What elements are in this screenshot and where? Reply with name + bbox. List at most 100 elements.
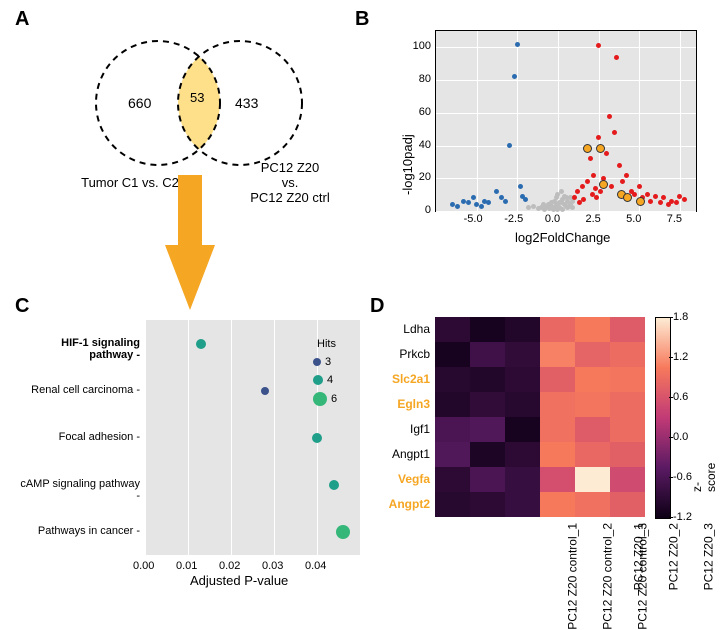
c-xtick: 0.01 <box>176 560 197 572</box>
heatmap-cell <box>575 492 610 517</box>
heatmap-cell <box>575 317 610 342</box>
heatmap <box>435 317 645 517</box>
heatmap-sample-label: PC12 Z20_2 <box>666 523 680 590</box>
colorbar-tick: 1.2 <box>673 351 688 363</box>
volcano-point <box>518 184 523 189</box>
venn-diagram <box>80 35 320 175</box>
heatmap-cell <box>610 467 645 492</box>
volcano-point <box>584 145 591 152</box>
heatmap-cell <box>540 442 575 467</box>
volcano-point <box>466 200 471 205</box>
heatmap-cell <box>505 417 540 442</box>
volcano-point <box>588 156 593 161</box>
volcano-point <box>653 194 658 199</box>
volcano-point <box>624 173 629 178</box>
b-ytick: 40 <box>407 139 431 151</box>
heatmap-cell <box>610 442 645 467</box>
panel-label-b: B <box>355 8 369 31</box>
c-legend-title: Hits <box>317 338 336 350</box>
colorbar-tick: 0.0 <box>673 431 688 443</box>
heatmap-gene-label: Vegfa <box>370 472 430 486</box>
b-xtick: -2.5 <box>504 213 523 225</box>
heatmap-cell <box>505 317 540 342</box>
volcano-point <box>575 189 580 194</box>
volcano-point <box>648 199 653 204</box>
volcano-point <box>515 42 520 47</box>
enrichment-point <box>329 480 339 490</box>
heatmap-cell <box>470 417 505 442</box>
heatmap-cell <box>610 367 645 392</box>
heatmap-cell <box>435 317 470 342</box>
heatmap-cell <box>540 417 575 442</box>
heatmap-gene-label: Ldha <box>370 322 430 336</box>
volcano-point <box>682 197 687 202</box>
heatmap-cell <box>575 417 610 442</box>
heatmap-cell <box>575 367 610 392</box>
b-xtick: -5.0 <box>464 213 483 225</box>
heatmap-gene-label: Slc2a1 <box>370 372 430 386</box>
panel-d: z-score FPKM LdhaPrkcbSlc2a1Egln3Igf1Ang… <box>375 312 720 622</box>
heatmap-cell <box>470 392 505 417</box>
heatmap-cell <box>540 317 575 342</box>
figure: A 660 53 433 Tumor C1 vs. C2 PC12 Z20 vs… <box>0 0 720 625</box>
heatmap-gene-label: Prkcb <box>370 347 430 361</box>
volcano-point <box>486 200 491 205</box>
enrichment-pathway-label: cAMP signaling pathway - <box>15 478 140 502</box>
b-xlabel: log2FoldChange <box>515 230 610 245</box>
b-xtick: 5.0 <box>626 213 641 225</box>
heatmap-cell <box>505 342 540 367</box>
colorbar-tick: -0.6 <box>673 471 692 483</box>
heatmap-cell <box>540 342 575 367</box>
c-xtick: 0.02 <box>219 560 240 572</box>
heatmap-cell <box>470 317 505 342</box>
colorbar-tick: 0.6 <box>673 391 688 403</box>
volcano-point <box>632 192 637 197</box>
heatmap-gene-label: Angpt2 <box>370 497 430 511</box>
enrichment-point <box>261 387 269 395</box>
heatmap-cell <box>610 492 645 517</box>
volcano-point <box>523 197 528 202</box>
venn-right-count: 433 <box>235 95 258 111</box>
heatmap-cell <box>470 492 505 517</box>
arrow-icon <box>165 175 215 315</box>
b-xtick: 7.5 <box>667 213 682 225</box>
volcano-point <box>612 130 617 135</box>
heatmap-cell <box>540 367 575 392</box>
heatmap-cell <box>470 367 505 392</box>
volcano-point <box>604 151 609 156</box>
volcano-point <box>596 135 601 140</box>
colorbar-label: z-score FPKM <box>690 459 720 492</box>
heatmap-cell <box>435 442 470 467</box>
heatmap-cell <box>435 342 470 367</box>
volcano-point <box>598 189 603 194</box>
heatmap-sample-label: PC12 Z20 control_2 <box>600 523 614 630</box>
heatmap-colorbar <box>655 317 671 519</box>
c-xtick: 0.00 <box>133 560 154 572</box>
b-xtick: 0.0 <box>545 213 560 225</box>
c-legend-item: 3 <box>313 356 331 368</box>
volcano-point <box>614 55 619 60</box>
volcano-point <box>570 205 575 210</box>
heatmap-cell <box>435 417 470 442</box>
heatmap-cell <box>505 367 540 392</box>
venn-left-count: 660 <box>128 95 151 111</box>
heatmap-cell <box>435 367 470 392</box>
c-legend-item: 6 <box>313 392 337 406</box>
heatmap-cell <box>575 442 610 467</box>
volcano-point <box>607 114 612 119</box>
volcano-plot <box>435 30 697 212</box>
c-xlabel: Adjusted P-value <box>190 573 288 588</box>
enrichment-point <box>196 339 206 349</box>
heatmap-cell <box>575 342 610 367</box>
heatmap-sample-label: PC12 Z20_3 <box>701 523 715 590</box>
volcano-point <box>624 194 631 201</box>
c-xtick: 0.03 <box>262 560 283 572</box>
heatmap-gene-label: Egln3 <box>370 397 430 411</box>
volcano-point <box>597 145 604 152</box>
enrichment-point <box>336 525 350 539</box>
volcano-point <box>593 186 598 191</box>
b-xtick: 2.5 <box>586 213 601 225</box>
volcano-point <box>609 184 614 189</box>
enrichment-point <box>312 433 322 443</box>
heatmap-cell <box>435 467 470 492</box>
